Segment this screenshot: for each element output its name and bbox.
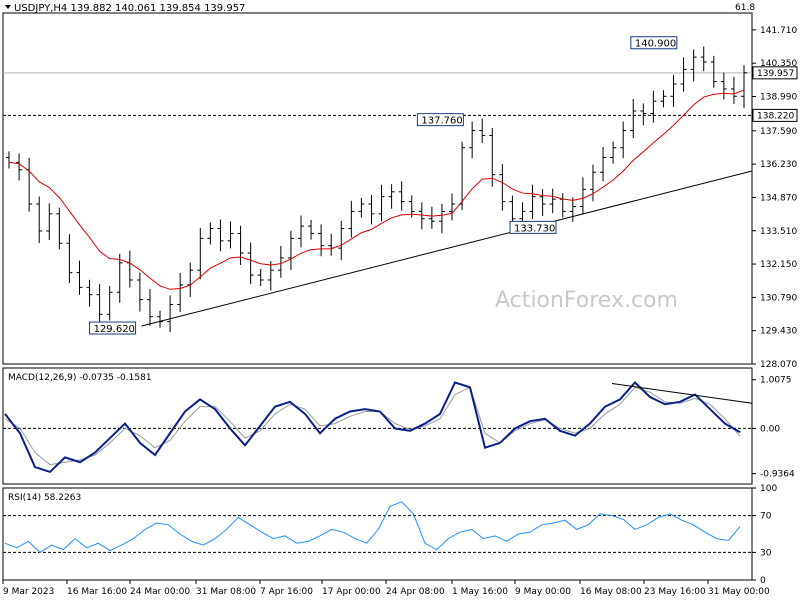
rsi-tick-label: 100 xyxy=(760,484,777,494)
x-axis: 9 Mar 2023 16 Mar 16:00 24 Mar 00:00 31 Mar… xyxy=(2,580,770,597)
macd-title: MACD(12,26,9) -0.0735 -0.1581 xyxy=(8,373,152,383)
x-tick-label: 7 Apr 16:00 xyxy=(260,587,313,597)
support-level-label: 138.220 xyxy=(757,111,794,121)
price-annotation-label: 129.620 xyxy=(94,324,135,335)
watermark: ActionForex.com xyxy=(495,288,678,313)
trendline xyxy=(141,170,753,327)
rsi-y-axis: 100 70 30 0 xyxy=(752,484,777,586)
price-tick-label: 134.870 xyxy=(760,193,797,203)
x-tick-label: 9 May 00:00 xyxy=(515,587,571,597)
price-tick-label: 137.590 xyxy=(760,127,797,137)
x-tick-label: 24 Apr 08:00 xyxy=(386,587,445,597)
price-annotation-label: 140.900 xyxy=(635,39,676,50)
x-tick-label: 16 May 08:00 xyxy=(580,587,642,597)
last-price-box xyxy=(752,66,798,80)
x-tick-label: 23 May 16:00 xyxy=(644,587,706,597)
price-tick-label: 141.710 xyxy=(760,26,797,36)
macd-layer xyxy=(3,381,753,474)
price-tick-label: 129.430 xyxy=(760,327,797,337)
rsi-layer xyxy=(3,501,752,554)
macd-y-axis: 1.0075 0.00 -0.9364 xyxy=(752,376,795,480)
corner-value: 61.8 xyxy=(735,3,755,13)
rsi-tick-label: 0 xyxy=(760,576,766,586)
price-annotation-label: 133.730 xyxy=(514,223,555,234)
support-level-box xyxy=(752,108,798,122)
price-tick-label: 132.150 xyxy=(760,260,797,270)
price-layer: 138.220 139.957 129.620 137.760 133.730 140.9… xyxy=(3,36,798,335)
price-annotation-box xyxy=(89,321,137,335)
macd-main-line xyxy=(4,381,741,474)
macd-tick-label: -0.9364 xyxy=(760,470,795,480)
rsi-panel-frame xyxy=(2,487,753,581)
macd-signal-line xyxy=(4,386,741,466)
x-tick-label: 24 Mar 00:00 xyxy=(130,587,190,597)
price-title: USDJPY,H4 139.882 140.061 139.854 139.95… xyxy=(14,3,245,14)
x-tick-label: 17 Apr 00:00 xyxy=(322,587,381,597)
price-panel-frame xyxy=(2,12,753,365)
price-tick-label: 136.230 xyxy=(760,160,797,170)
price-tick-label: 128.070 xyxy=(760,360,797,370)
rsi-tick-label: 30 xyxy=(760,548,772,558)
x-tick-label: 31 May 00:00 xyxy=(708,587,770,597)
price-tick-label: 140.350 xyxy=(760,59,797,69)
macd-panel-frame xyxy=(2,367,753,485)
last-price-label: 139.957 xyxy=(757,69,794,79)
price-annotation-box xyxy=(630,36,678,50)
x-tick-label: 1 May 16:00 xyxy=(452,587,508,597)
rsi-line xyxy=(4,501,741,554)
x-tick-label: 9 Mar 2023 xyxy=(3,587,54,597)
price-y-axis: 141.710 140.350 138.990 137.590 136.230 134.8… xyxy=(752,26,797,370)
x-tick-label: 16 Mar 16:00 xyxy=(67,587,127,597)
price-annotation-box xyxy=(509,220,557,234)
x-tick-label: 31 Mar 08:00 xyxy=(196,587,256,597)
macd-tick-label: 1.0075 xyxy=(760,376,792,386)
price-tick-label: 133.510 xyxy=(760,227,797,237)
rsi-title: RSI(14) 58.2263 xyxy=(8,493,81,503)
macd-divergence-line xyxy=(611,382,753,404)
price-tick-label: 130.790 xyxy=(760,293,797,303)
rsi-tick-label: 70 xyxy=(760,512,772,522)
price-tick-label: 138.990 xyxy=(760,93,797,103)
macd-tick-label: 0.00 xyxy=(760,424,780,434)
price-annotation-box xyxy=(416,113,464,127)
moving-average-line xyxy=(8,89,745,290)
price-annotation-label: 137.760 xyxy=(421,116,462,127)
dropdown-triangle-icon[interactable] xyxy=(5,5,11,9)
